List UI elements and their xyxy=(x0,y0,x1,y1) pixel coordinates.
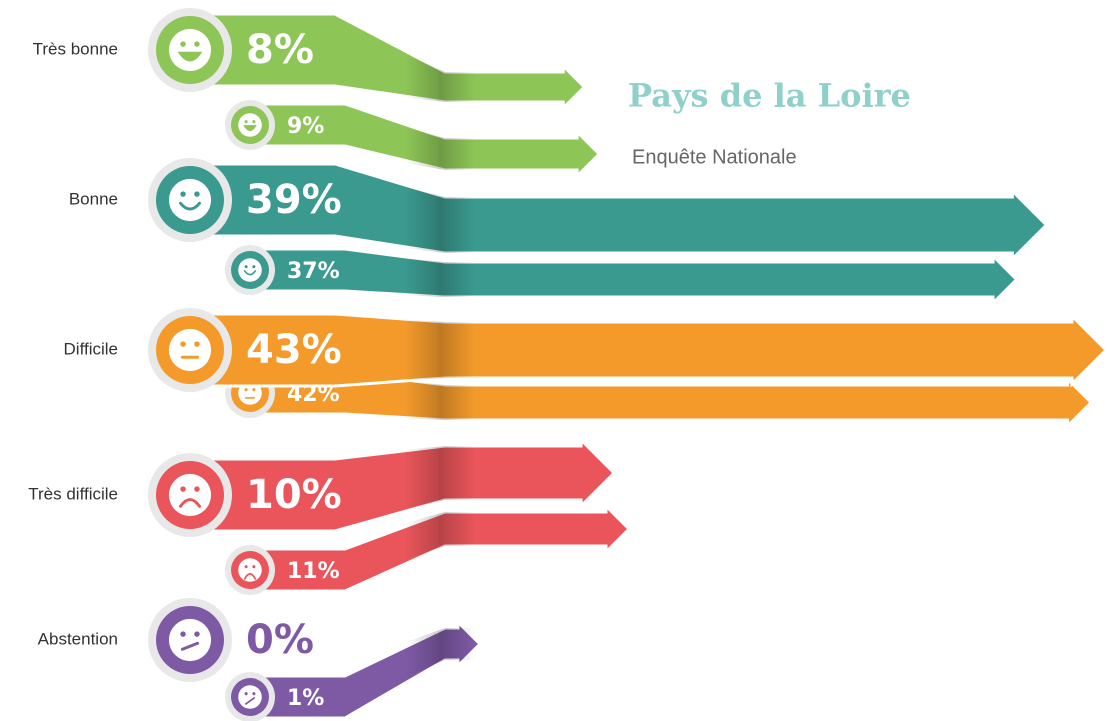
category-label: Abstention xyxy=(38,629,118,648)
eye xyxy=(252,265,256,269)
category-label: Difficile xyxy=(64,339,118,358)
face xyxy=(238,685,262,709)
bar xyxy=(188,12,587,112)
eye xyxy=(180,341,186,347)
category-label: Très difficile xyxy=(28,484,118,503)
row: 8% xyxy=(148,8,587,112)
value-label: 8% xyxy=(246,27,314,73)
face xyxy=(238,258,262,282)
legend-secondary: Enquête Nationale xyxy=(632,146,797,168)
value-label: 43% xyxy=(246,327,342,373)
mouth xyxy=(177,51,203,62)
eye xyxy=(252,692,256,696)
eye xyxy=(180,486,186,492)
eye xyxy=(194,341,200,347)
eye xyxy=(244,692,248,696)
value-label: 9% xyxy=(287,114,324,139)
mouth xyxy=(244,697,256,705)
value-label: 0% xyxy=(246,617,314,663)
legend-primary: Pays de la Loire xyxy=(628,77,911,115)
eye xyxy=(252,565,256,569)
row: 37% xyxy=(225,245,1019,307)
mouth xyxy=(243,573,257,580)
value-label: 1% xyxy=(287,686,324,711)
value-label: 39% xyxy=(246,177,342,223)
row: 39% xyxy=(148,158,1049,263)
face xyxy=(168,473,212,517)
eye xyxy=(194,631,200,637)
bar-shade xyxy=(405,381,475,420)
mouth xyxy=(243,270,257,276)
eye xyxy=(194,41,200,47)
value-label: 11% xyxy=(287,559,340,584)
mouth xyxy=(179,498,201,508)
face xyxy=(238,558,262,582)
row: 43% xyxy=(148,308,1107,392)
row: 9% xyxy=(225,100,602,180)
bar-shade xyxy=(405,187,475,253)
eye xyxy=(244,120,248,124)
face xyxy=(168,618,212,662)
bar-shade xyxy=(405,127,475,170)
mouth xyxy=(179,201,201,211)
eye xyxy=(252,120,256,124)
row: 0% xyxy=(148,598,314,682)
category-label: Très bonne xyxy=(33,39,118,58)
eye xyxy=(194,191,200,197)
bar-shade xyxy=(405,258,475,297)
row: 11% xyxy=(225,502,632,595)
bar xyxy=(248,247,1019,307)
face xyxy=(168,28,212,72)
eye xyxy=(180,191,186,197)
bar xyxy=(188,162,1049,263)
category-label: Bonne xyxy=(69,189,118,208)
value-label: 37% xyxy=(287,259,340,284)
face xyxy=(168,178,212,222)
eye xyxy=(194,486,200,492)
eye xyxy=(180,631,186,637)
bar-shade xyxy=(405,628,475,678)
face xyxy=(168,328,212,372)
eye xyxy=(244,265,248,269)
eye xyxy=(180,41,186,47)
bar-shade xyxy=(405,319,475,381)
eye xyxy=(244,388,248,392)
mouth xyxy=(180,641,200,651)
row: 10% xyxy=(148,436,617,537)
eye xyxy=(252,388,256,392)
eye xyxy=(244,565,248,569)
bar-shade xyxy=(405,512,475,560)
mouth xyxy=(243,125,257,131)
bar-shade xyxy=(405,54,475,102)
bar-shade xyxy=(405,446,475,510)
row: 1% xyxy=(225,618,483,721)
face xyxy=(238,113,262,137)
value-label: 10% xyxy=(246,472,342,518)
